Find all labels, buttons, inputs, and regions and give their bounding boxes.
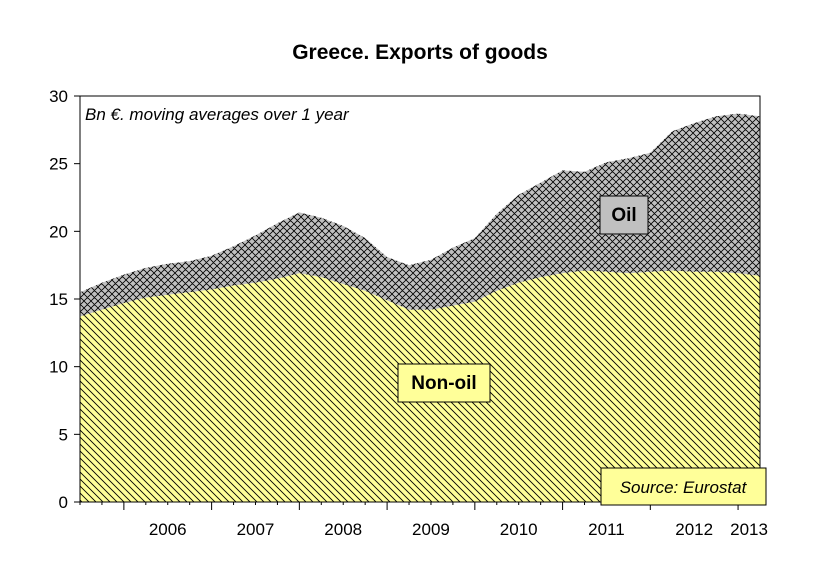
oil-label: Oil xyxy=(611,205,636,226)
oil-label-box xyxy=(599,195,649,235)
nonoil-label-box xyxy=(397,363,491,403)
x-axis: 2006 2007 2008 2009 2010 2011 2012 2013 xyxy=(79,502,768,539)
chart-title: Greece. Exports of goods xyxy=(292,41,548,64)
x-tick-label: 2008 xyxy=(324,520,362,539)
nonoil-label: Non-oil xyxy=(411,373,476,394)
source-box xyxy=(600,467,767,506)
y-tick-label: 25 xyxy=(49,155,68,174)
x-tick-label: 2011 xyxy=(588,520,625,539)
source-label: Source: Eurostat xyxy=(620,478,748,497)
y-tick-label: 30 xyxy=(49,87,68,106)
y-tick-label: 20 xyxy=(49,222,68,241)
x-tick-label: 2013 xyxy=(730,520,768,539)
series-area-oil xyxy=(80,113,760,317)
x-tick-label: 2010 xyxy=(500,520,538,539)
y-tick-label: 5 xyxy=(59,425,68,444)
y-tick-label: 10 xyxy=(49,358,68,377)
series-layer xyxy=(80,113,760,502)
y-tick-label: 15 xyxy=(49,290,68,309)
units-annotation: Bn €. moving averages over 1 year xyxy=(85,105,350,124)
x-tick-label: 2007 xyxy=(237,520,275,539)
x-tick-label: 2012 xyxy=(675,520,713,539)
x-tick-label: 2009 xyxy=(412,520,450,539)
y-axis: 0 5 10 15 20 25 30 xyxy=(49,87,80,512)
x-tick-label: 2006 xyxy=(149,520,187,539)
y-tick-label: 0 xyxy=(59,493,68,512)
